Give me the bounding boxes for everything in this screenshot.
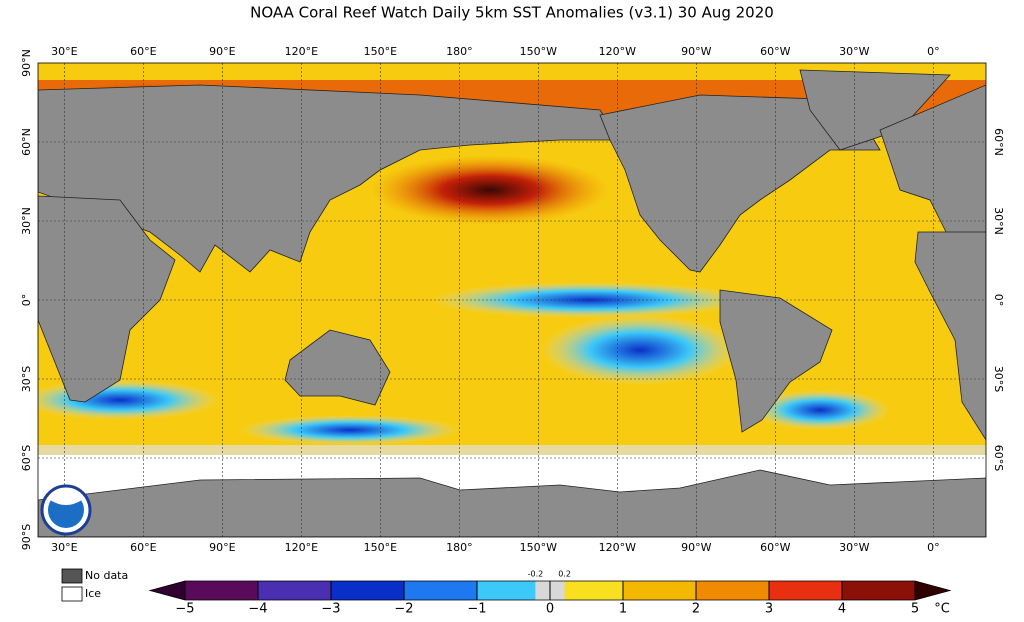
x-tick-label: 30°W (839, 45, 869, 58)
x-tick-label: 180° (446, 45, 473, 58)
y-tick-label: 30°N (992, 207, 1005, 235)
colorbar-tick-label: 2 (692, 602, 700, 617)
cool-anomaly (38, 380, 220, 420)
map-frame (37, 62, 987, 538)
colorbar-tick-label: 5 (911, 602, 919, 617)
y-tick-label: 60°S (992, 445, 1005, 471)
colorbar-tick-label: 3 (765, 602, 773, 617)
grid-layer (38, 63, 986, 537)
x-tick-label: 150°E (364, 541, 397, 554)
colorbar-segment (477, 581, 550, 600)
south-america (719, 289, 833, 433)
noaa-logo (40, 484, 92, 536)
legend-label: Ice (85, 587, 101, 600)
logo-bird (50, 490, 82, 505)
legend-label: No data (85, 569, 128, 582)
x-tick-label: 60°W (760, 541, 790, 554)
x-tick-label: 120°W (599, 541, 636, 554)
x-tick-label: 30°E (51, 541, 77, 554)
x-tick-label: 90°W (681, 541, 711, 554)
legend-swatch (61, 568, 83, 584)
colorbar-tick-label: −3 (321, 602, 340, 617)
x-tick-label: 120°W (599, 45, 636, 58)
colorbar-segment (185, 581, 258, 600)
colorbar-tick-label: −4 (248, 602, 267, 617)
colorbar-minor-label: -0.2 (528, 570, 544, 579)
y-tick-label: 30°N (20, 207, 33, 235)
colorbar-unit: °C (934, 602, 950, 617)
cool-anomaly (750, 390, 890, 430)
legend-swatch (61, 586, 83, 602)
antarctica (38, 469, 986, 537)
y-tick-label: 30°S (20, 366, 33, 392)
cool-anomaly (540, 315, 740, 385)
colorbar-tick-label: −1 (467, 602, 486, 617)
y-tick-label: 0° (20, 294, 33, 307)
y-tick-label: 60°N (992, 128, 1005, 156)
colorbar-segment (550, 581, 623, 600)
x-tick-label: 60°W (760, 45, 790, 58)
colorbar-tick-label: 0 (546, 602, 554, 617)
y-tick-label: 90°N (20, 49, 33, 77)
y-tick-label: 60°S (20, 445, 33, 471)
x-tick-label: 90°E (209, 45, 235, 58)
colorbar-arrow-high (915, 581, 950, 600)
colorbar-segment (258, 581, 331, 600)
colorbar-minor-label: 0.2 (558, 570, 571, 579)
x-tick-label: 150°W (520, 45, 557, 58)
colorbar-tick-label: 1 (619, 602, 627, 617)
x-tick-label: 180° (446, 541, 473, 554)
west-africa (914, 231, 986, 441)
greenland (799, 69, 951, 151)
colorbar-segment (842, 581, 915, 600)
x-tick-label: 0° (927, 541, 940, 554)
colorbar-segment (404, 581, 477, 600)
x-tick-label: 60°E (130, 541, 156, 554)
x-tick-label: 150°E (364, 45, 397, 58)
colorbar-segment (769, 581, 842, 600)
colorbar-tick-label: 4 (838, 602, 846, 617)
x-tick-label: 30°E (51, 45, 77, 58)
x-tick-label: 150°W (520, 541, 557, 554)
x-tick-label: 120°E (285, 541, 318, 554)
warm-anomaly (370, 155, 610, 225)
x-tick-label: 90°E (209, 541, 235, 554)
africa (38, 195, 176, 403)
colorbar-segment (696, 581, 769, 600)
colorbar-segment (623, 581, 696, 600)
x-tick-label: 90°W (681, 45, 711, 58)
australia (284, 329, 391, 406)
colorbar-arrow-low (150, 581, 185, 600)
cool-anomaly (240, 415, 460, 445)
y-tick-label: 0° (992, 294, 1005, 307)
colorbar-tick-label: −5 (175, 602, 194, 617)
x-tick-label: 30°W (839, 541, 869, 554)
x-tick-label: 60°E (130, 45, 156, 58)
x-tick-label: 0° (927, 45, 940, 58)
y-tick-label: 60°N (20, 128, 33, 156)
x-tick-label: 120°E (285, 45, 318, 58)
colorbar-segment (331, 581, 404, 600)
y-tick-label: 90°S (20, 524, 33, 550)
southern-band (38, 445, 986, 457)
title: NOAA Coral Reef Watch Daily 5km SST Anom… (250, 4, 774, 22)
y-tick-label: 30°S (992, 366, 1005, 392)
colorbar-tick-label: −2 (394, 602, 413, 617)
